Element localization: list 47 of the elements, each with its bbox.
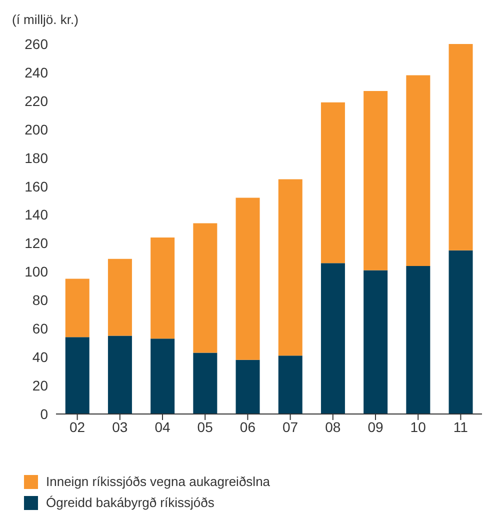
bar xyxy=(448,250,473,414)
bar xyxy=(108,258,132,336)
y-tick-label: 80 xyxy=(32,292,48,308)
bar xyxy=(278,179,302,356)
x-tick-label: 05 xyxy=(197,418,214,435)
bar xyxy=(108,336,132,414)
y-tick-label: 20 xyxy=(32,378,48,394)
bar xyxy=(364,270,388,414)
bar xyxy=(65,278,90,338)
x-tick-label: 09 xyxy=(368,418,384,435)
y-tick-label: 140 xyxy=(24,206,48,223)
x-tick-label: 11 xyxy=(453,418,468,435)
y-tick-label: 120 xyxy=(24,235,48,252)
bar xyxy=(65,337,90,414)
bar xyxy=(364,90,388,270)
bar xyxy=(150,338,175,414)
x-tick-label: 07 xyxy=(282,418,298,435)
y-tick-label: 40 xyxy=(32,349,48,366)
y-tick-label: 180 xyxy=(24,150,48,166)
x-tick-label: 04 xyxy=(154,418,170,435)
legend-label: Ógreidd bakábyrgð ríkissjóðs xyxy=(46,495,214,510)
legend-label: Inneign ríkissjóðs vegna aukagreiðslna xyxy=(46,474,270,489)
bar xyxy=(320,263,345,414)
bar xyxy=(236,360,260,414)
bar xyxy=(406,75,430,266)
bar xyxy=(278,356,302,414)
x-tick-label: 06 xyxy=(240,418,256,435)
y-tick-label: 160 xyxy=(24,178,48,194)
bar xyxy=(193,352,218,414)
y-tick-label: 0 xyxy=(40,406,48,422)
x-tick-label: 03 xyxy=(112,418,128,435)
y-tick-label: 220 xyxy=(24,92,48,109)
bar xyxy=(406,266,430,414)
y-tick-label: 260 xyxy=(24,36,48,52)
y-axis-title: (í milljö. kr.) xyxy=(12,12,78,27)
y-tick-label: 60 xyxy=(32,320,48,337)
y-tick-label: 200 xyxy=(24,121,48,138)
bar xyxy=(320,102,345,264)
x-tick-label: 10 xyxy=(410,418,426,435)
bar xyxy=(150,238,175,339)
bar xyxy=(193,223,218,353)
bar xyxy=(448,44,473,250)
y-tick-label: 100 xyxy=(24,264,48,280)
bar xyxy=(236,198,260,360)
y-tick-label: 240 xyxy=(24,64,48,80)
x-tick-label: 02 xyxy=(70,418,86,435)
x-tick-label: 08 xyxy=(325,418,341,435)
